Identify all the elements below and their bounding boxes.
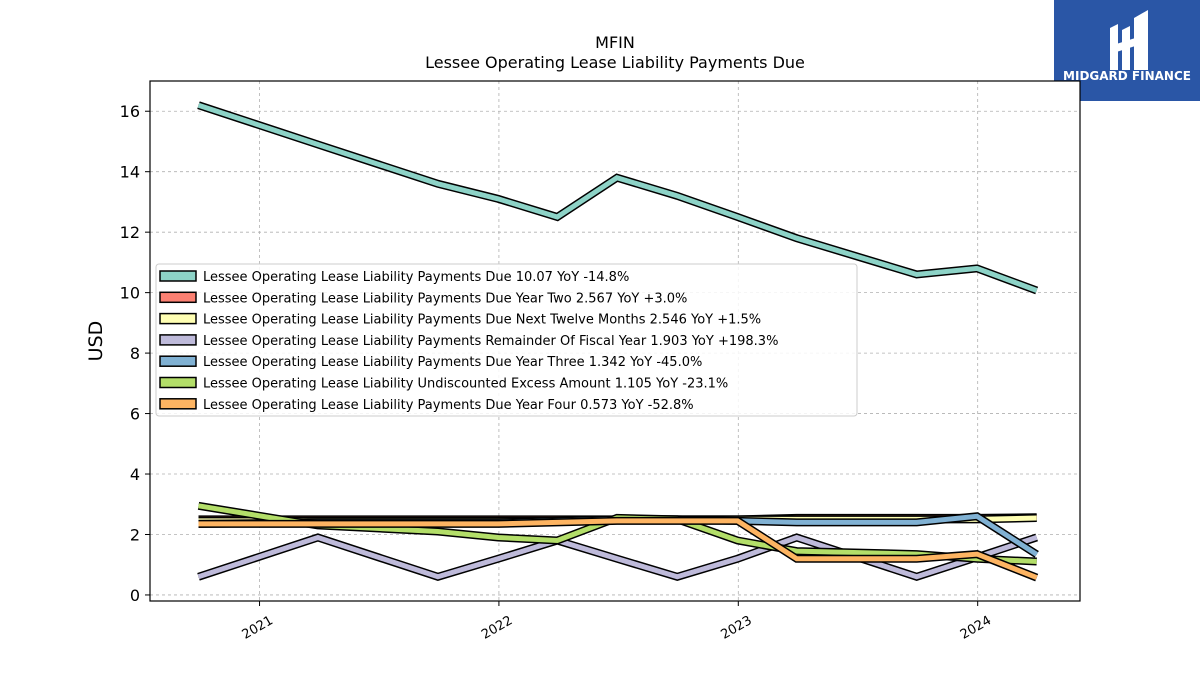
legend-label: Lessee Operating Lease Liability Payment… [203, 334, 778, 349]
logo-text: MIDGARD FINANCE [1063, 69, 1191, 83]
y-axis-ticks: 0 2 4 6 8 10 12 14 16 [120, 102, 150, 605]
legend-swatch [159, 291, 197, 304]
x-tick-label: 2023 [718, 613, 754, 643]
series-line [198, 516, 1039, 582]
legend-label: Lessee Operating Lease Liability Payment… [203, 270, 629, 285]
x-tick-label: 2024 [958, 613, 994, 643]
series-line [197, 101, 1039, 295]
legend-label: Lessee Operating Lease Liability Payment… [203, 313, 761, 328]
series-line-stroke [197, 534, 1038, 580]
chart-subtitle: Lessee Operating Lease Liability Payment… [425, 53, 805, 72]
series-line-stroke [197, 102, 1038, 293]
x-axis-ticks: 2021 2022 2023 2024 [240, 601, 994, 643]
y-tick-label: 2 [130, 525, 140, 544]
y-axis-label: USD [85, 321, 107, 362]
series-lines [197, 101, 1039, 582]
x-tick-label: 2021 [240, 613, 276, 643]
legend-label: Lessee Operating Lease Liability Payment… [203, 291, 687, 306]
plot-border [149, 80, 1081, 602]
legend: Lessee Operating Lease Liability Payment… [155, 263, 858, 417]
series-line [197, 533, 1038, 582]
chart-title: MFIN [595, 33, 635, 52]
logo-mark-icon [1110, 10, 1148, 70]
y-tick-label: 14 [120, 163, 140, 182]
y-tick-label: 12 [120, 223, 140, 242]
legend-label: Lessee Operating Lease Liability Payment… [203, 355, 702, 370]
legend-label: Lessee Operating Lease Liability Undisco… [203, 377, 728, 392]
legend-swatch [159, 270, 197, 282]
y-tick-label: 4 [130, 465, 140, 484]
legend-swatch [159, 398, 197, 410]
legend-swatch [159, 312, 197, 325]
y-tick-label: 0 [130, 586, 140, 605]
y-tick-label: 10 [120, 284, 140, 303]
y-tick-label: 6 [130, 405, 140, 424]
plot-area: 0 2 4 6 8 10 12 14 16 2021 2022 2023 2024 Lessee Op… [120, 80, 1081, 643]
legend-box [155, 263, 858, 417]
legend-swatch [159, 376, 197, 389]
legend-swatch [159, 355, 197, 367]
y-tick-label: 8 [130, 344, 140, 363]
legend-label: Lessee Operating Lease Liability Payment… [203, 398, 694, 413]
legend-swatch [159, 334, 197, 346]
y-tick-label: 16 [120, 102, 140, 121]
x-tick-label: 2022 [479, 613, 515, 643]
series-line-stroke [198, 518, 1038, 580]
